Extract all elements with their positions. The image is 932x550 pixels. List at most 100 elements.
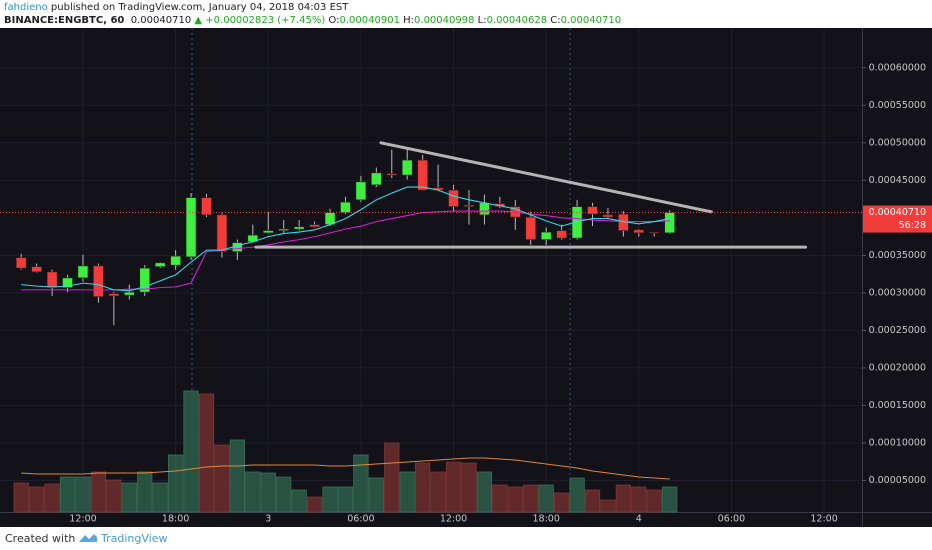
ohlc-value: 0.00040628	[486, 15, 548, 26]
candle-body	[108, 293, 120, 297]
volume-bar	[167, 454, 184, 513]
y-tick-label: 0.00010000	[869, 437, 926, 448]
x-tick-label: 18:00	[162, 514, 189, 525]
volume-bar	[384, 442, 400, 513]
volume-bar	[322, 486, 338, 513]
candle-body	[262, 230, 274, 234]
ohlc-value: 0.00040998	[414, 15, 475, 26]
candle-body	[479, 202, 490, 216]
volume-bar	[121, 482, 137, 513]
y-tick-label: 0.00025000	[869, 325, 926, 336]
candle-body	[401, 159, 413, 176]
volume-bar	[291, 489, 307, 513]
volume-bar	[538, 484, 554, 513]
y-tick-label: 0.00020000	[869, 362, 926, 373]
symbol: BINANCE:ENGBTC, 60	[4, 15, 125, 26]
candle-body	[587, 206, 598, 215]
moving-average	[21, 186, 670, 292]
candle-body	[648, 231, 660, 234]
volume-bar	[368, 477, 384, 513]
candle-body	[170, 255, 181, 266]
candle-body	[278, 228, 290, 231]
volume-bar	[214, 444, 230, 513]
ohlc-label: L:	[477, 15, 487, 26]
candle-body	[93, 265, 104, 297]
volume-bar	[662, 486, 678, 513]
candle-body	[355, 181, 367, 201]
candle-body	[31, 266, 42, 273]
y-tick-label: 0.00005000	[869, 475, 926, 486]
last: 0.00040710	[130, 15, 192, 26]
header-line: fahdieno published on TradingView.com, J…	[4, 2, 348, 13]
volume-bar	[461, 462, 477, 513]
candle-body	[185, 197, 197, 258]
volume-ma-line	[21, 457, 670, 480]
ohlc: O:0.00040901 H:0.00040998 L:0.00040628 C…	[328, 15, 621, 26]
volume-bar	[260, 472, 276, 513]
volume-bar	[476, 471, 493, 513]
volume-bar	[229, 439, 246, 513]
volume-bar	[75, 476, 91, 513]
y-tick-label: 0.00060000	[869, 62, 926, 73]
volume-bar	[430, 471, 446, 513]
volume-bar	[615, 484, 631, 513]
candle-body	[525, 216, 537, 240]
volume-bar	[245, 471, 261, 513]
candle-body	[602, 214, 614, 218]
volume-bar	[44, 483, 60, 513]
y-tick-label: 0.00050000	[869, 137, 926, 148]
y-tick-label: 0.00035000	[869, 250, 926, 261]
candle-body	[216, 214, 228, 252]
candle-body	[556, 230, 567, 239]
candle-body	[463, 204, 475, 207]
candle-body	[62, 277, 73, 288]
header: fahdieno published on TradingView.com, J…	[0, 0, 932, 28]
y-tick-label: 0.00055000	[869, 100, 926, 111]
x-tick-label: 12:00	[440, 514, 467, 525]
chart: 0.00005000 0.00010000 0.00015000 0.00020000…	[0, 28, 932, 527]
volume-bar	[507, 486, 523, 513]
volume-bar	[631, 486, 647, 513]
y-tick-label: 0.00030000	[869, 287, 926, 298]
published: published on TradingView.com, January 04…	[50, 2, 349, 13]
volume-bar	[600, 499, 616, 513]
x-tick-label: 4	[636, 514, 642, 525]
ohlc-label: C:	[550, 15, 561, 26]
ohlc-label: O:	[328, 15, 340, 26]
volume-bar	[306, 496, 323, 513]
candle-body	[309, 224, 320, 228]
countdown: 56:28	[899, 220, 926, 231]
candle-body	[340, 201, 351, 213]
brand[interactable]: TradingView	[101, 532, 168, 545]
footer: Created with TradingView	[0, 527, 932, 550]
author[interactable]: fahdieno	[4, 2, 48, 13]
candle-body	[664, 212, 676, 234]
chart-bg	[0, 28, 932, 527]
candle-body	[154, 262, 166, 267]
arrow: ▲	[194, 15, 203, 26]
candle-body	[448, 189, 459, 207]
volume-bar	[106, 479, 122, 513]
candle-body	[633, 229, 645, 234]
volume-bar	[445, 461, 462, 513]
y-tick-label: 0.00045000	[869, 175, 926, 186]
candle-body	[293, 226, 305, 230]
candle-body	[417, 159, 428, 191]
y-tick-label: 0.00015000	[869, 400, 926, 411]
last-price-label: 0.00040710	[869, 207, 926, 218]
volume-bar	[569, 477, 585, 513]
volume-bar	[13, 482, 29, 513]
volume-bar	[554, 492, 570, 513]
volume-bar	[646, 489, 662, 513]
volume-bar	[137, 471, 153, 513]
volume-bar	[399, 471, 415, 513]
volume-bar	[353, 454, 369, 513]
candle-body	[540, 231, 552, 240]
x-tick-label: 12:00	[69, 514, 96, 525]
moving-average	[21, 210, 670, 291]
volume-bar	[59, 476, 76, 513]
x-tick-label: 12:00	[810, 514, 837, 525]
x-tick-label: 3	[265, 514, 271, 525]
candle-body	[371, 172, 382, 186]
